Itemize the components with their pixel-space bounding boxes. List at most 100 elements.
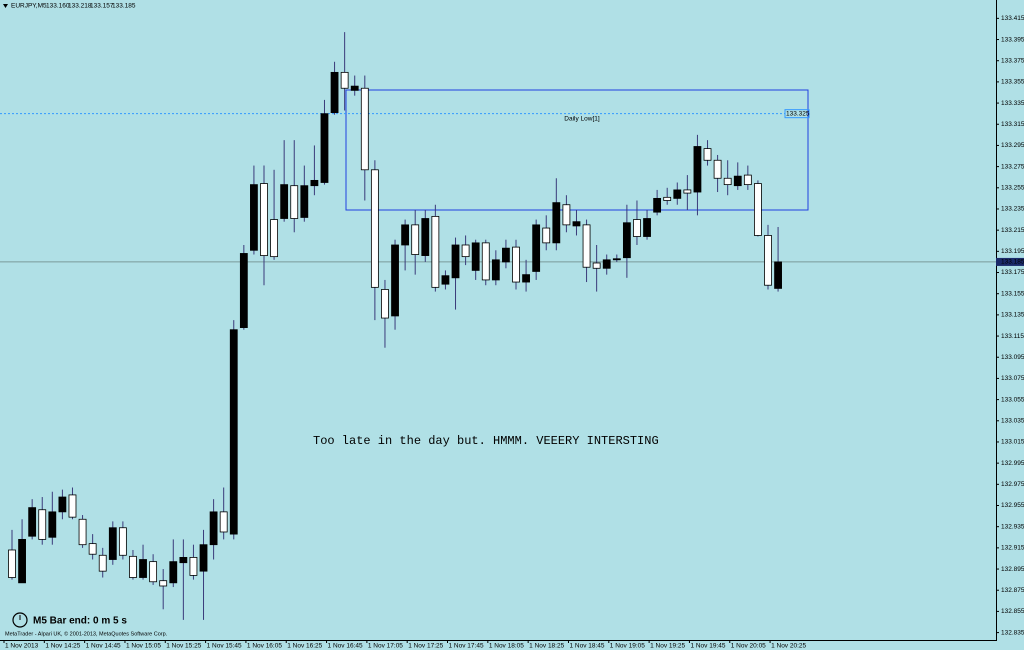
bar-timer: M5 Bar end: 0 m 5 s (33, 616, 127, 627)
candle-body (18, 538, 26, 584)
candle-body (512, 246, 520, 283)
candle-body (572, 221, 581, 227)
x-tick-label: 1 Nov 18:05 (489, 643, 524, 650)
candle-body (118, 527, 127, 556)
header-open: 133.160 (46, 3, 70, 10)
candle-body (381, 289, 389, 319)
y-tick-label: 133.095 (1001, 354, 1024, 361)
x-tick-label: 1 Nov 16:05 (247, 643, 282, 650)
candle-body (633, 219, 641, 237)
candle-body (98, 554, 107, 572)
candle-body (471, 242, 480, 271)
candle-body (441, 275, 450, 285)
copyright: MetaTrader - Alpari UK, © 2001-2013, Met… (5, 630, 168, 637)
x-tick-label: 1 Nov 17:05 (368, 643, 403, 650)
candle-body (411, 224, 420, 255)
candle-body (159, 580, 168, 587)
candle-body (451, 244, 460, 279)
candle-body (199, 544, 208, 572)
candle-body (229, 329, 238, 535)
candle-body (58, 496, 67, 513)
symbol: EURJPY,M5 (11, 3, 47, 10)
y-tick-label: 132.915 (1001, 545, 1024, 552)
x-tick-label: 1 Nov 16:45 (328, 643, 363, 650)
candle-body (653, 197, 662, 213)
x-tick-label: 1 Nov 16:25 (287, 643, 322, 650)
y-tick-label: 133.295 (1001, 142, 1024, 149)
candle-body (280, 184, 289, 219)
candle-body (48, 511, 57, 538)
candle-body (179, 556, 188, 564)
candle-body (78, 518, 87, 546)
y-tick-label: 133.015 (1001, 439, 1024, 446)
x-tick-label: 1 Nov 19:45 (690, 643, 725, 650)
candle-body (189, 556, 198, 576)
candle-body (733, 175, 742, 187)
candle-body (139, 559, 147, 578)
candle-body (401, 224, 410, 246)
y-tick-label: 132.835 (1001, 629, 1024, 636)
candle-body (491, 259, 500, 281)
candle-body (693, 146, 702, 193)
reference-price-label: 133.325 (786, 110, 810, 117)
header-high: 133.218 (68, 3, 92, 10)
y-tick-label: 132.875 (1001, 587, 1024, 594)
y-tick-label: 132.855 (1001, 608, 1024, 615)
y-tick-label: 133.075 (1001, 375, 1024, 382)
x-tick-label: 1 Nov 18:25 (529, 643, 564, 650)
candle-body (320, 113, 329, 183)
x-tick-label: 1 Nov 14:25 (45, 643, 80, 650)
x-tick-label: 1 Nov 15:05 (126, 643, 161, 650)
current-price-box (996, 257, 1024, 266)
y-tick-label: 132.995 (1001, 460, 1024, 467)
header-close: 133.185 (112, 3, 136, 10)
candle-body (542, 227, 551, 244)
y-tick-label: 132.895 (1001, 566, 1024, 573)
rectangle-object (345, 89, 809, 211)
candle-body (673, 189, 682, 199)
y-tick-label: 132.955 (1001, 502, 1024, 509)
candle-body (502, 247, 510, 263)
candle-body (562, 204, 571, 226)
x-tick-label: 1 Nov 15:25 (166, 643, 201, 650)
candle-body (622, 222, 631, 259)
candle-body (522, 274, 530, 283)
x-tick-label: 1 Nov 20:25 (771, 643, 806, 650)
candle-body (300, 185, 309, 218)
x-tick-label: 1 Nov 20:05 (731, 643, 766, 650)
y-tick-label: 133.235 (1001, 206, 1024, 213)
x-tick-label: 1 Nov 17:25 (408, 643, 443, 650)
candle-body (481, 242, 490, 281)
y-tick-label: 133.275 (1001, 163, 1024, 170)
candle-body (552, 202, 561, 244)
candle-body (38, 509, 47, 540)
candle-body (391, 244, 399, 317)
candle-body (330, 71, 339, 114)
candle-body (8, 549, 16, 578)
candle-body (108, 527, 117, 560)
y-tick-label: 133.335 (1001, 100, 1024, 107)
menu-triangle (3, 4, 8, 8)
candle-body (683, 189, 692, 194)
current-price-label: 133.185 (1001, 259, 1024, 266)
reference-line-label: Daily Low[1] (564, 115, 600, 122)
y-tick-label: 133.255 (1001, 185, 1024, 192)
candle-body (774, 261, 782, 289)
header-low: 133.157 (90, 3, 114, 10)
candle-body (643, 218, 651, 237)
candle-body (149, 561, 158, 583)
candle-body (582, 224, 591, 268)
candle-body (239, 253, 248, 328)
candle-body (250, 184, 258, 251)
y-tick-label: 133.135 (1001, 312, 1024, 319)
candle-body (703, 148, 712, 161)
y-tick-label: 133.115 (1001, 333, 1024, 340)
candle-body (592, 262, 601, 269)
candle-body (270, 219, 278, 258)
y-tick-label: 133.395 (1001, 36, 1024, 43)
reference-price-box (784, 109, 810, 119)
y-tick-label: 133.355 (1001, 79, 1024, 86)
y-tick-label: 133.035 (1001, 418, 1024, 425)
candle-body (370, 169, 379, 288)
y-tick-label: 133.175 (1001, 269, 1024, 276)
